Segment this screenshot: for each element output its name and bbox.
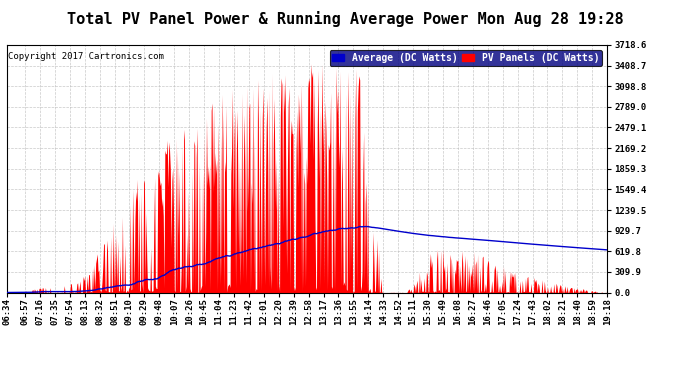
Text: Copyright 2017 Cartronics.com: Copyright 2017 Cartronics.com (8, 53, 164, 62)
Text: Total PV Panel Power & Running Average Power Mon Aug 28 19:28: Total PV Panel Power & Running Average P… (67, 11, 623, 27)
Legend: Average (DC Watts), PV Panels (DC Watts): Average (DC Watts), PV Panels (DC Watts) (330, 50, 602, 66)
